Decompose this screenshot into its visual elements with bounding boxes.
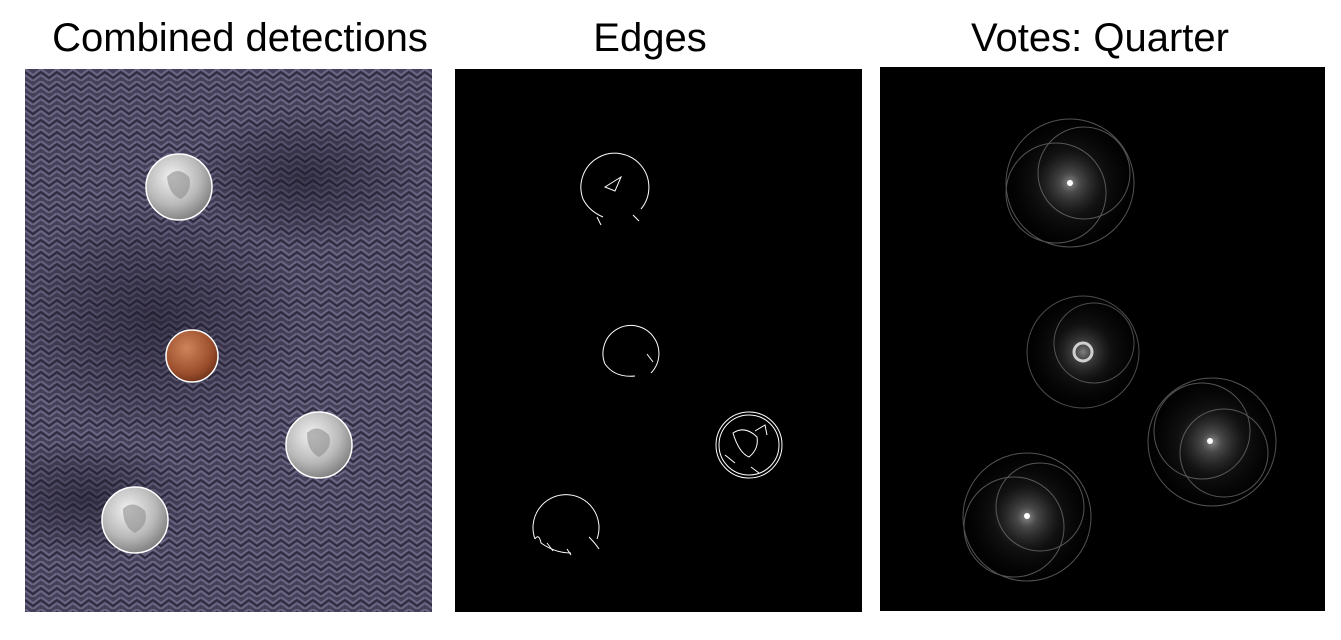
edges-image: [455, 69, 862, 612]
penny-coin: [165, 329, 219, 383]
edge-circle-3: [715, 411, 783, 479]
edge-circle-4: [532, 494, 600, 556]
vote-cluster-4: [961, 451, 1093, 583]
votes-accumulator-image: [880, 67, 1325, 611]
combined-detections-image: [25, 69, 432, 612]
panel-title-edges: Edges: [593, 16, 707, 60]
vote-cluster-3: [1146, 376, 1278, 508]
quarter-coin-1: [145, 153, 213, 221]
vote-cluster-2: [1025, 294, 1141, 410]
panel-title-votes: Votes: Quarter: [971, 16, 1229, 60]
vote-cluster-1: [1004, 117, 1136, 249]
quarter-coin-2: [285, 411, 353, 479]
panel-title-combined: Combined detections: [52, 16, 428, 60]
edge-circle-2: [602, 324, 660, 377]
quarter-coin-3: [101, 486, 169, 554]
edge-circle-1: [580, 152, 650, 226]
